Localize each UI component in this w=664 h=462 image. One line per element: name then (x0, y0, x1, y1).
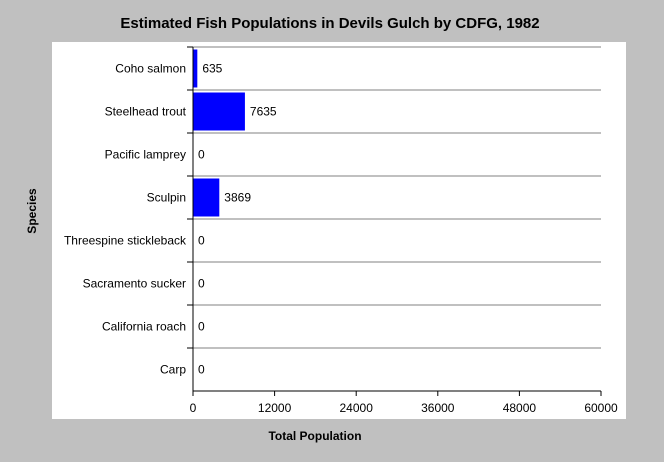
bar (193, 49, 198, 88)
chart-title: Estimated Fish Populations in Devils Gul… (120, 15, 539, 32)
category-label: Coho salmon (115, 62, 186, 76)
value-label: 0 (198, 148, 205, 162)
x-tick-label: 24000 (340, 401, 374, 415)
value-label: 7635 (250, 105, 277, 119)
category-label: California roach (102, 320, 186, 334)
value-label: 3869 (224, 191, 251, 205)
value-label: 0 (198, 320, 205, 334)
axes (187, 46, 602, 396)
category-label: Sacramento sucker (83, 277, 186, 291)
category-label: Steelhead trout (105, 105, 187, 119)
y-axis-label: Species (25, 188, 39, 234)
plot-area (52, 42, 626, 419)
x-tick-label: 0 (190, 401, 197, 415)
gridlines (193, 46, 601, 349)
bar (193, 92, 245, 131)
category-label: Sculpin (147, 191, 186, 205)
value-label: 0 (198, 234, 205, 248)
category-labels: Coho salmon Steelhead trout Pacific lampre… (64, 62, 187, 377)
value-label: 0 (198, 277, 205, 291)
value-labels: 635 7635 0 3869 0 0 0 0 (198, 62, 277, 377)
value-label: 635 (202, 62, 222, 76)
x-tick-label: 60000 (584, 401, 618, 415)
category-label: Threespine stickleback (64, 234, 187, 248)
x-axis-label: Total Population (268, 429, 361, 443)
bars (193, 49, 245, 217)
x-tick-labels: 0 12000 24000 36000 48000 60000 (190, 401, 618, 415)
x-tick-label: 48000 (503, 401, 537, 415)
value-label: 0 (198, 363, 205, 377)
category-label: Pacific lamprey (105, 148, 186, 162)
bar (193, 178, 220, 217)
x-tick-label: 36000 (421, 401, 455, 415)
category-label: Carp (160, 363, 186, 377)
x-tick-label: 12000 (258, 401, 292, 415)
